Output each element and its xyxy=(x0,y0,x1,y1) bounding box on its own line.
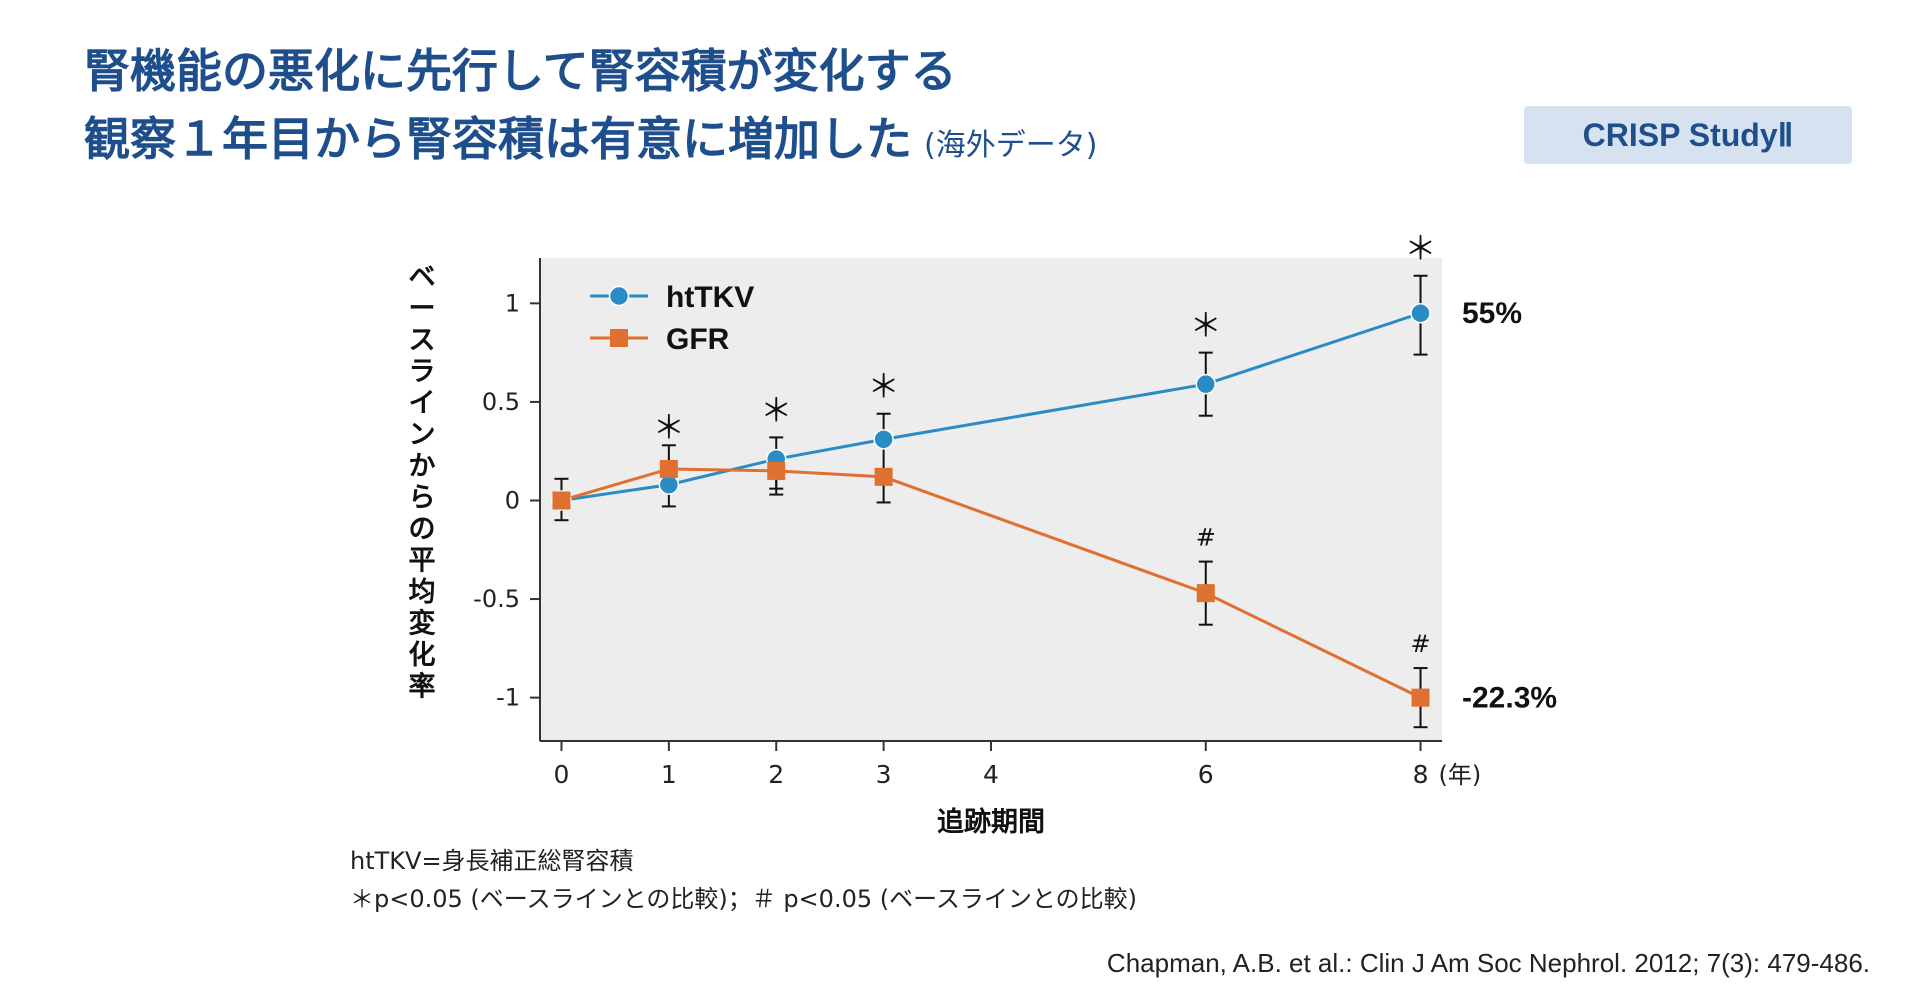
data-point-GFR xyxy=(659,459,678,478)
significance-mark: # xyxy=(1196,524,1216,552)
significance-mark: ＊ xyxy=(1405,230,1437,268)
y-tick-label: -1 xyxy=(496,684,520,712)
data-point-GFR xyxy=(552,491,571,510)
study-badge: CRISP StudyⅡ xyxy=(1524,106,1852,164)
title-line-2: 観察１年目から腎容積は有意に増加した (海外データ) xyxy=(84,108,1097,177)
x-tick-label: 4 xyxy=(983,760,999,789)
end-label-htTKV: 55% xyxy=(1462,297,1522,330)
data-point-htTKV xyxy=(658,474,680,495)
x-tick-label: 3 xyxy=(876,760,892,789)
plot-area: 1 0.5 0 -0.5 -1 0 1 2 3 4 6 8 (年) 追跡期間 ベースラインからの平均変化率 ＊… xyxy=(409,230,1558,838)
series-line-htTKV xyxy=(561,311,1421,502)
line-chart: 1 0.5 0 -0.5 -1 0 1 2 3 4 6 8 (年) 追跡期間 ベースラインからの平均変化率 ＊… xyxy=(409,230,1558,838)
footnote-abbreviation: htTKV=身長補正総腎容積 xyxy=(350,847,634,875)
significance-mark: ＊ xyxy=(1190,307,1222,345)
footnotes: htTKV=身長補正総腎容積 ＊p<0.05 (ベースラインとの比較)；＃ p<… xyxy=(350,842,1137,918)
x-tick-label: 0 xyxy=(554,760,570,789)
data-point-htTKV xyxy=(1195,373,1217,395)
series-line-GFR xyxy=(561,467,1422,699)
y-axis-label: ベースラインからの平均変化率 xyxy=(409,262,436,703)
legend-marker-GFR xyxy=(610,329,628,347)
legend-label-GFR: GFR xyxy=(666,323,730,356)
y-tick-label: 0.5 xyxy=(482,388,520,416)
x-axis-unit: (年) xyxy=(1439,761,1482,789)
page-title: 腎機能の悪化に先行して腎容積が変化する 観察１年目から腎容積は有意に増加した (海… xyxy=(84,40,1097,177)
y-tick-label: 1 xyxy=(505,289,520,317)
data-point-GFR xyxy=(767,461,786,480)
y-tick-label: -0.5 xyxy=(473,585,520,613)
significance-mark: ＊ xyxy=(760,391,792,429)
title-note: (海外データ) xyxy=(924,128,1098,163)
x-tick-label: 8 xyxy=(1413,760,1429,789)
data-point-htTKV xyxy=(1410,302,1431,324)
data-point-htTKV xyxy=(873,429,894,450)
y-tick-label: 0 xyxy=(505,486,520,514)
plot-background xyxy=(540,258,1442,741)
significance-mark: # xyxy=(1410,630,1430,658)
data-point-GFR xyxy=(874,467,893,486)
title-line-1: 腎機能の悪化に先行して腎容積が変化する xyxy=(84,44,957,98)
data-point-GFR xyxy=(1411,688,1430,707)
x-axis-label: 追跡期間 xyxy=(937,806,1045,838)
x-tick-label: 1 xyxy=(661,760,677,789)
significance-mark: ＊ xyxy=(653,409,685,447)
x-tick-label: 6 xyxy=(1198,760,1214,789)
footnote-significance: ＊p<0.05 (ベースラインとの比較)；＃ p<0.05 (ベースラインとの比… xyxy=(350,885,1138,913)
title-line-2-text: 観察１年目から腎容積は有意に増加した xyxy=(84,112,912,166)
citation: Chapman, A.B. et al.: Clin J Am Soc Neph… xyxy=(1106,948,1870,978)
x-tick-label: 2 xyxy=(768,760,784,789)
legend-marker-htTKV xyxy=(608,285,630,307)
end-label-GFR: -22.3% xyxy=(1462,682,1557,715)
significance-mark: ＊ xyxy=(868,368,900,406)
legend-label-htTKV: htTKV xyxy=(666,281,754,314)
data-point-GFR xyxy=(1196,584,1215,603)
